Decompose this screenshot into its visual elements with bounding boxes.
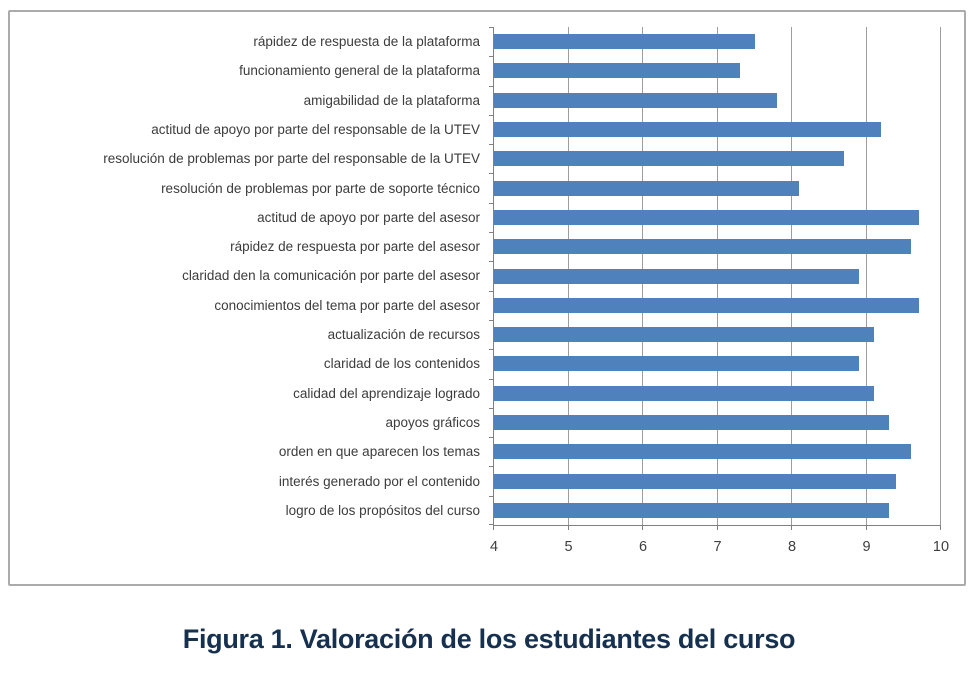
gridline bbox=[865, 27, 867, 525]
bar bbox=[494, 34, 755, 50]
category-label: logro de los propósitos del curso bbox=[285, 502, 480, 518]
bar bbox=[494, 268, 860, 284]
y-axis-tick bbox=[489, 144, 494, 146]
x-axis-tick-label: 9 bbox=[862, 539, 871, 555]
bar bbox=[494, 297, 919, 313]
x-axis-tick bbox=[567, 525, 569, 530]
x-axis-tick bbox=[865, 525, 867, 530]
category-label: resolución de problemas por parte del re… bbox=[103, 151, 480, 167]
bar bbox=[494, 151, 845, 167]
bar bbox=[494, 92, 778, 108]
category-label: claridad den la comunicación por parte d… bbox=[182, 268, 480, 284]
x-axis-tick bbox=[940, 525, 941, 530]
y-axis-tick bbox=[489, 261, 494, 263]
x-axis-tick bbox=[791, 525, 792, 530]
y-axis-tick bbox=[489, 495, 494, 497]
bar bbox=[494, 414, 889, 430]
category-label: actitud de apoyo por parte del asesor bbox=[257, 209, 480, 225]
x-axis-tick-label: 4 bbox=[489, 539, 499, 555]
bar bbox=[494, 209, 919, 225]
bar bbox=[494, 502, 889, 518]
y-axis-tick bbox=[489, 202, 494, 204]
y-axis-tick bbox=[489, 290, 494, 292]
category-label: claridad de los contenidos bbox=[323, 356, 480, 372]
x-axis-tick-label: 8 bbox=[787, 539, 797, 555]
bar bbox=[494, 444, 912, 460]
category-label: apoyos gráficos bbox=[385, 414, 480, 430]
y-axis-tick bbox=[489, 349, 494, 351]
x-axis-tick bbox=[716, 525, 718, 530]
y-axis-tick bbox=[489, 27, 494, 28]
category-label: calidad del aprendizaje logrado bbox=[293, 385, 480, 401]
y-axis-tick bbox=[489, 437, 494, 439]
gridline bbox=[940, 27, 941, 525]
y-axis-tick bbox=[489, 524, 494, 525]
chart-frame: rápidez de respuesta de la plataforma fun… bbox=[8, 10, 966, 586]
plot-area: 4 5 6 7 8 9 10 bbox=[489, 27, 949, 555]
x-axis-tick bbox=[493, 525, 494, 530]
bar bbox=[494, 180, 800, 196]
bar bbox=[494, 327, 874, 343]
y-axis-tick bbox=[489, 407, 494, 409]
category-label: funcionamiento general de la plataforma bbox=[239, 63, 480, 79]
category-label: actualización de recursos bbox=[327, 327, 480, 343]
category-label: resolución de problemas por parte de sop… bbox=[161, 180, 480, 196]
category-label: actitud de apoyo por parte del responsab… bbox=[151, 122, 480, 138]
y-axis-tick bbox=[489, 114, 494, 116]
bar bbox=[494, 356, 860, 372]
category-label: rápidez de respuesta de la plataforma bbox=[253, 34, 480, 50]
bar bbox=[494, 63, 740, 79]
bar bbox=[494, 122, 882, 138]
y-axis-tick bbox=[489, 378, 494, 380]
category-axis-labels: rápidez de respuesta de la plataforma fun… bbox=[10, 27, 487, 525]
y-axis-tick bbox=[489, 232, 494, 234]
y-axis-tick bbox=[489, 466, 494, 468]
x-axis-tick bbox=[642, 525, 643, 530]
category-label: amigabilidad de la plataforma bbox=[303, 92, 480, 108]
x-axis-tick-label: 7 bbox=[713, 539, 722, 555]
y-axis-tick bbox=[489, 56, 494, 58]
category-label: rápidez de respuesta por parte del aseso… bbox=[230, 239, 480, 255]
x-axis-tick-label: 5 bbox=[564, 539, 573, 555]
x-axis-tick-label: 10 bbox=[932, 539, 950, 555]
y-axis-tick bbox=[489, 173, 494, 175]
y-axis-tick bbox=[489, 85, 494, 87]
y-axis-tick bbox=[489, 319, 494, 321]
figure-caption: Figura 1. Valoración de los estudiantes … bbox=[182, 624, 796, 654]
bar bbox=[494, 473, 897, 489]
category-label: conocimientos del tema por parte del ase… bbox=[214, 297, 480, 313]
category-label: orden en que aparecen los temas bbox=[278, 444, 480, 460]
category-label: interés generado por el contenido bbox=[278, 473, 480, 489]
bar bbox=[494, 239, 912, 255]
bar bbox=[494, 385, 874, 401]
x-axis-tick-label: 6 bbox=[638, 539, 648, 555]
